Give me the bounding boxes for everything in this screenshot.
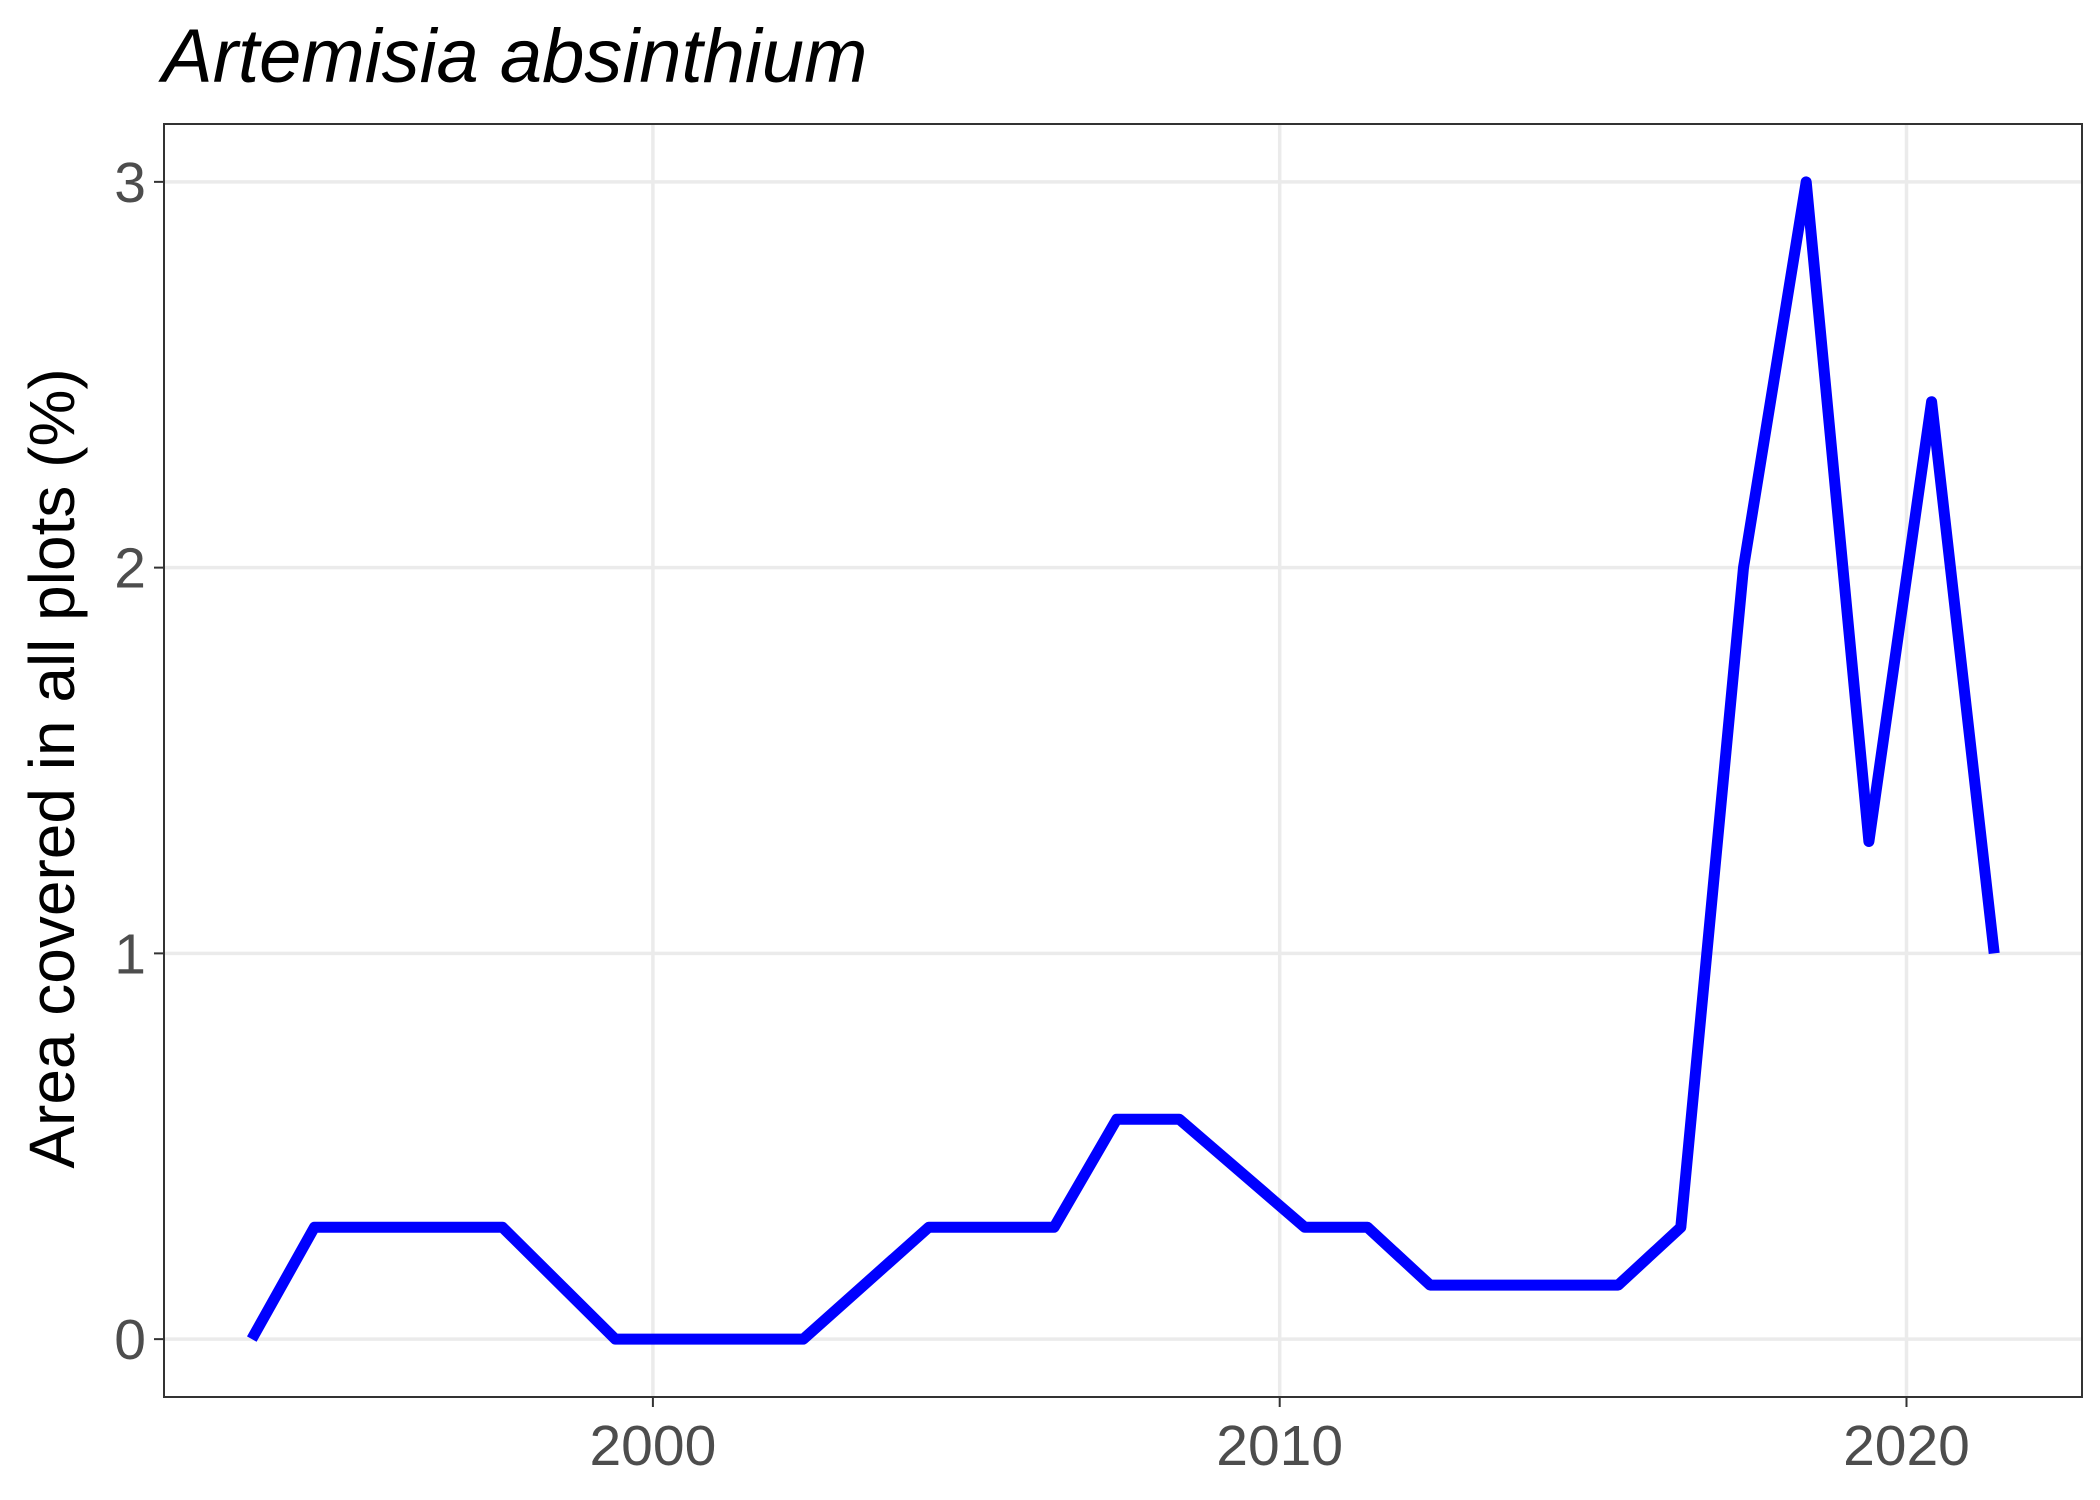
y-tick-label: 0 bbox=[114, 1308, 146, 1372]
series-line-0 bbox=[247, 176, 2000, 1345]
y-axis-label: Area covered in all plots (%) bbox=[16, 368, 88, 1168]
x-tick-label: 2000 bbox=[589, 1414, 716, 1478]
y-tick-label: 2 bbox=[114, 537, 146, 601]
grid-lines bbox=[164, 124, 2082, 1397]
axis-ticks bbox=[154, 180, 1908, 1407]
series-lines bbox=[247, 176, 2000, 1345]
x-tick-label: 2010 bbox=[1216, 1414, 1343, 1478]
y-tick-label: 1 bbox=[114, 922, 146, 986]
chart-title: Artemisia absinthium bbox=[158, 14, 867, 99]
x-tick-label: 2020 bbox=[1843, 1414, 1970, 1478]
plot-panel-border bbox=[163, 123, 2083, 1398]
y-tick-label: 3 bbox=[114, 151, 146, 215]
axis-tick-labels: 0 1 2 3 2000 2010 2020 bbox=[114, 151, 1970, 1478]
